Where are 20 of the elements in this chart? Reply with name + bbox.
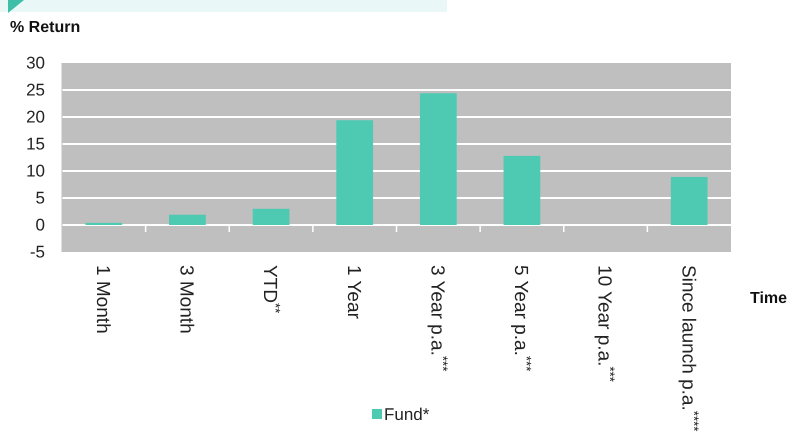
y-tick-label: 15 bbox=[26, 134, 45, 154]
bar bbox=[504, 156, 540, 225]
y-axis-title: % Return bbox=[10, 19, 80, 36]
bar bbox=[169, 214, 206, 225]
bar bbox=[336, 120, 374, 225]
y-tick-label: 30 bbox=[26, 53, 45, 72]
legend-label: Fund* bbox=[384, 405, 430, 424]
y-tick-label: 5 bbox=[36, 188, 45, 208]
y-tick-label: 25 bbox=[26, 80, 45, 100]
x-tick-label: 3 Month bbox=[176, 265, 197, 334]
y-tick-label: 20 bbox=[26, 107, 45, 126]
y-tick-label: 10 bbox=[26, 161, 45, 180]
bar bbox=[670, 176, 708, 225]
x-axis-title: Time bbox=[750, 290, 787, 307]
y-tick-label: -5 bbox=[30, 242, 45, 262]
y-tick-label: 0 bbox=[36, 215, 45, 234]
x-tick-label: 1 Month bbox=[92, 265, 113, 334]
x-tick-label: 1 Year bbox=[342, 265, 364, 320]
bar bbox=[252, 208, 290, 225]
bar bbox=[420, 93, 457, 225]
